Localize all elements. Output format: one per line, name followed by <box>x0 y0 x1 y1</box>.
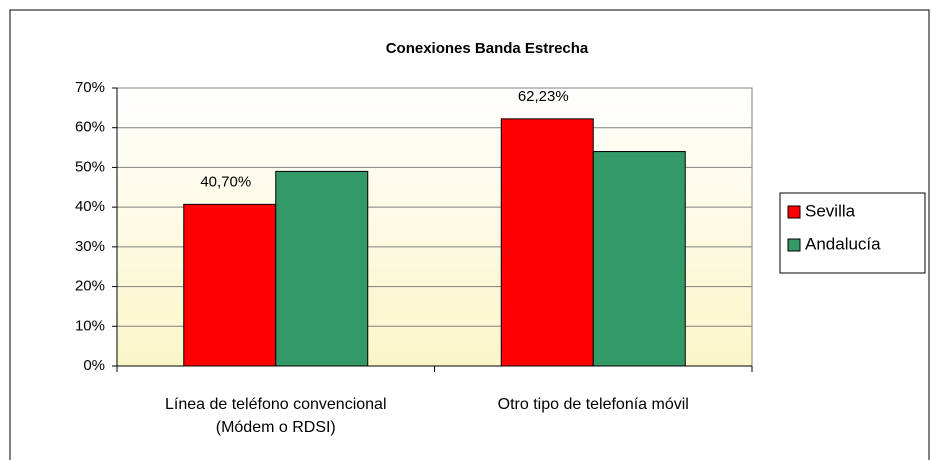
legend-box <box>779 192 926 274</box>
legend-label: Sevilla <box>805 201 856 220</box>
y-tick-label: 30% <box>75 238 105 255</box>
bar <box>592 151 686 367</box>
x-tick-label: Otro tipo de telefonía móvil <box>497 396 689 413</box>
legend-label: Andalucía <box>805 234 881 253</box>
y-tick-label: 0% <box>83 357 105 374</box>
chart-title: Conexiones Banda Estrecha <box>386 40 589 57</box>
legend-swatch <box>787 238 801 252</box>
legend-swatch <box>787 205 801 219</box>
y-tick-label: 70% <box>75 79 105 96</box>
data-label: 40,70% <box>200 173 251 190</box>
data-label: 62,23% <box>518 88 569 105</box>
y-tick-label: 20% <box>75 278 105 295</box>
y-tick-label: 10% <box>75 317 105 334</box>
y-tick-label: 60% <box>75 119 105 136</box>
bar <box>183 203 277 367</box>
x-tick-label: Línea de teléfono convencional (Módem o … <box>164 396 387 436</box>
bar <box>275 170 369 367</box>
y-tick-label: 50% <box>75 158 105 175</box>
bar <box>500 118 594 367</box>
y-tick-label: 40% <box>75 198 105 215</box>
